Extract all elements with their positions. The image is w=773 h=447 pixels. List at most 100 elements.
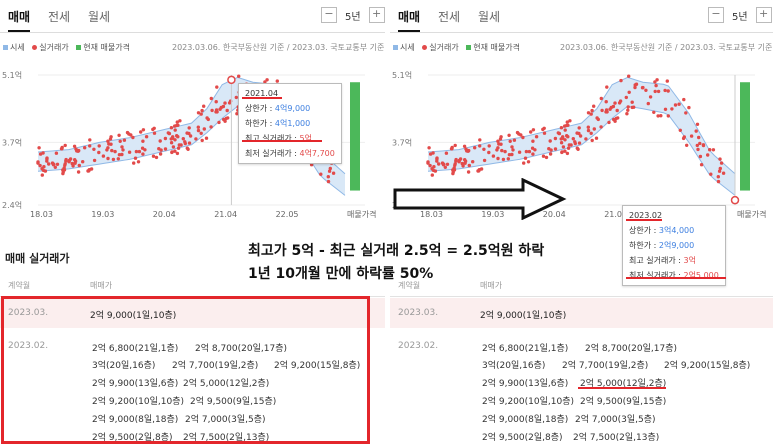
legend-price: 시세 xyxy=(3,43,25,52)
deal-point xyxy=(136,160,141,164)
price-chart[interactable]: 5.1억3.7억2.4억18.0319.0320.0421.0422.05매물가… xyxy=(390,60,773,220)
deal-point xyxy=(173,124,177,128)
deal-point xyxy=(599,96,603,101)
deal-point xyxy=(568,119,572,123)
deal-point xyxy=(565,151,570,156)
deal-point xyxy=(495,148,499,152)
deal-point xyxy=(648,95,653,99)
row-month: 2023.03. xyxy=(398,308,439,318)
deal-point xyxy=(137,149,142,154)
deal-point xyxy=(113,149,117,154)
deal-point xyxy=(453,162,457,166)
chart-tooltip: 2023.02 상한가 : 3억4,000 하한가 : 2억9,000 최고 실… xyxy=(622,205,726,286)
deal-point xyxy=(140,146,145,150)
deal-point xyxy=(133,156,138,160)
deal-point xyxy=(640,86,645,90)
deal-point xyxy=(653,89,657,94)
deal-point xyxy=(76,149,80,153)
deal-point xyxy=(176,146,181,150)
x-tick-label: 21.04 xyxy=(214,210,237,219)
deal-point xyxy=(487,150,491,155)
tooltip-min: 최저 실거래가 : 2억5,000 xyxy=(629,271,719,280)
deal-point xyxy=(592,104,596,108)
deal-point xyxy=(221,104,226,109)
deal-point xyxy=(663,107,668,111)
deal-item: 2억 7,000(3일,5층) xyxy=(185,415,266,425)
deal-dot-icon xyxy=(32,45,38,50)
tab-sale[interactable]: 매매 xyxy=(398,10,421,32)
deal-point xyxy=(117,153,122,157)
deal-point xyxy=(592,127,596,131)
x-tick-label: 20.04 xyxy=(543,210,566,219)
deal-point xyxy=(83,146,87,150)
deal-point xyxy=(202,104,206,108)
deal-point xyxy=(176,123,180,127)
deal-point xyxy=(151,154,156,158)
deal-item: 2억 7,500(2일,13층) xyxy=(183,433,270,443)
tooltip-lower: 하한가 : 4억1,000 xyxy=(245,119,311,128)
deal-point xyxy=(501,157,506,162)
table-header: 계약월 매매가 xyxy=(390,276,773,297)
deal-point xyxy=(81,160,85,164)
deal-point xyxy=(544,155,549,160)
deal-point xyxy=(234,95,238,100)
deal-point xyxy=(633,83,637,87)
deal-item: 3억(20일,16층) xyxy=(92,361,156,371)
y-tick-label: 3.7억 xyxy=(392,137,412,147)
deal-point xyxy=(605,85,609,89)
period-minus-button[interactable]: − xyxy=(321,7,337,23)
deal-point xyxy=(326,175,330,179)
period-plus-button[interactable]: + xyxy=(755,7,772,23)
deal-point xyxy=(541,154,546,158)
tab-monthly-rent[interactable]: 월세 xyxy=(88,10,111,24)
deal-point xyxy=(612,117,616,122)
deal-point xyxy=(171,135,175,139)
deal-point xyxy=(118,139,122,143)
table-row[interactable]: 2023.03. 2억 9,000(1일,10층) xyxy=(390,298,773,328)
price-band-swatch-icon xyxy=(393,45,398,50)
deal-point xyxy=(589,131,593,135)
deal-point xyxy=(125,130,130,135)
tab-jeonse[interactable]: 전세 xyxy=(48,10,71,24)
deal-point xyxy=(678,128,682,132)
deal-point xyxy=(471,160,475,164)
deal-point xyxy=(553,147,558,151)
deal-point xyxy=(627,90,631,94)
legend-listing: 현재 매물가격 xyxy=(76,43,130,52)
deal-point xyxy=(600,108,604,113)
deal-item: 3억(20일,16층) xyxy=(482,361,546,371)
deal-point xyxy=(237,74,241,78)
legend-listing: 현재 매물가격 xyxy=(466,43,520,52)
deal-point xyxy=(478,144,482,148)
deal-item: 2억 8,700(20일,17층) xyxy=(585,344,677,354)
tab-jeonse[interactable]: 전세 xyxy=(438,10,461,24)
period-plus-button[interactable]: + xyxy=(368,7,385,23)
deal-point xyxy=(173,128,177,132)
period-minus-button[interactable]: − xyxy=(708,7,724,23)
period-label: 5년 xyxy=(732,11,748,23)
deal-point xyxy=(614,116,618,121)
deal-point xyxy=(663,88,667,93)
deal-point xyxy=(214,100,218,104)
deal-point xyxy=(563,124,567,128)
deal-point xyxy=(560,150,564,154)
deal-point xyxy=(521,135,525,140)
deal-point xyxy=(556,131,560,135)
date-underline xyxy=(626,219,662,221)
deal-point xyxy=(718,157,722,161)
col-contract: 계약월 xyxy=(8,281,31,290)
deal-point xyxy=(510,145,514,149)
tab-monthly-rent[interactable]: 월세 xyxy=(478,10,501,24)
deal-point xyxy=(482,147,486,151)
deal-point xyxy=(701,143,706,147)
deal-point xyxy=(265,78,269,82)
deal-point xyxy=(559,126,564,130)
deal-point xyxy=(510,152,514,157)
tab-sale[interactable]: 매매 xyxy=(8,10,31,32)
deal-point xyxy=(224,116,228,121)
deal-point xyxy=(173,149,177,153)
table-row[interactable]: 2023.03. 2억 9,000(1일,10층) xyxy=(0,298,385,328)
deal-point xyxy=(467,163,471,168)
deal-point xyxy=(719,161,724,165)
deal-point xyxy=(183,140,187,144)
